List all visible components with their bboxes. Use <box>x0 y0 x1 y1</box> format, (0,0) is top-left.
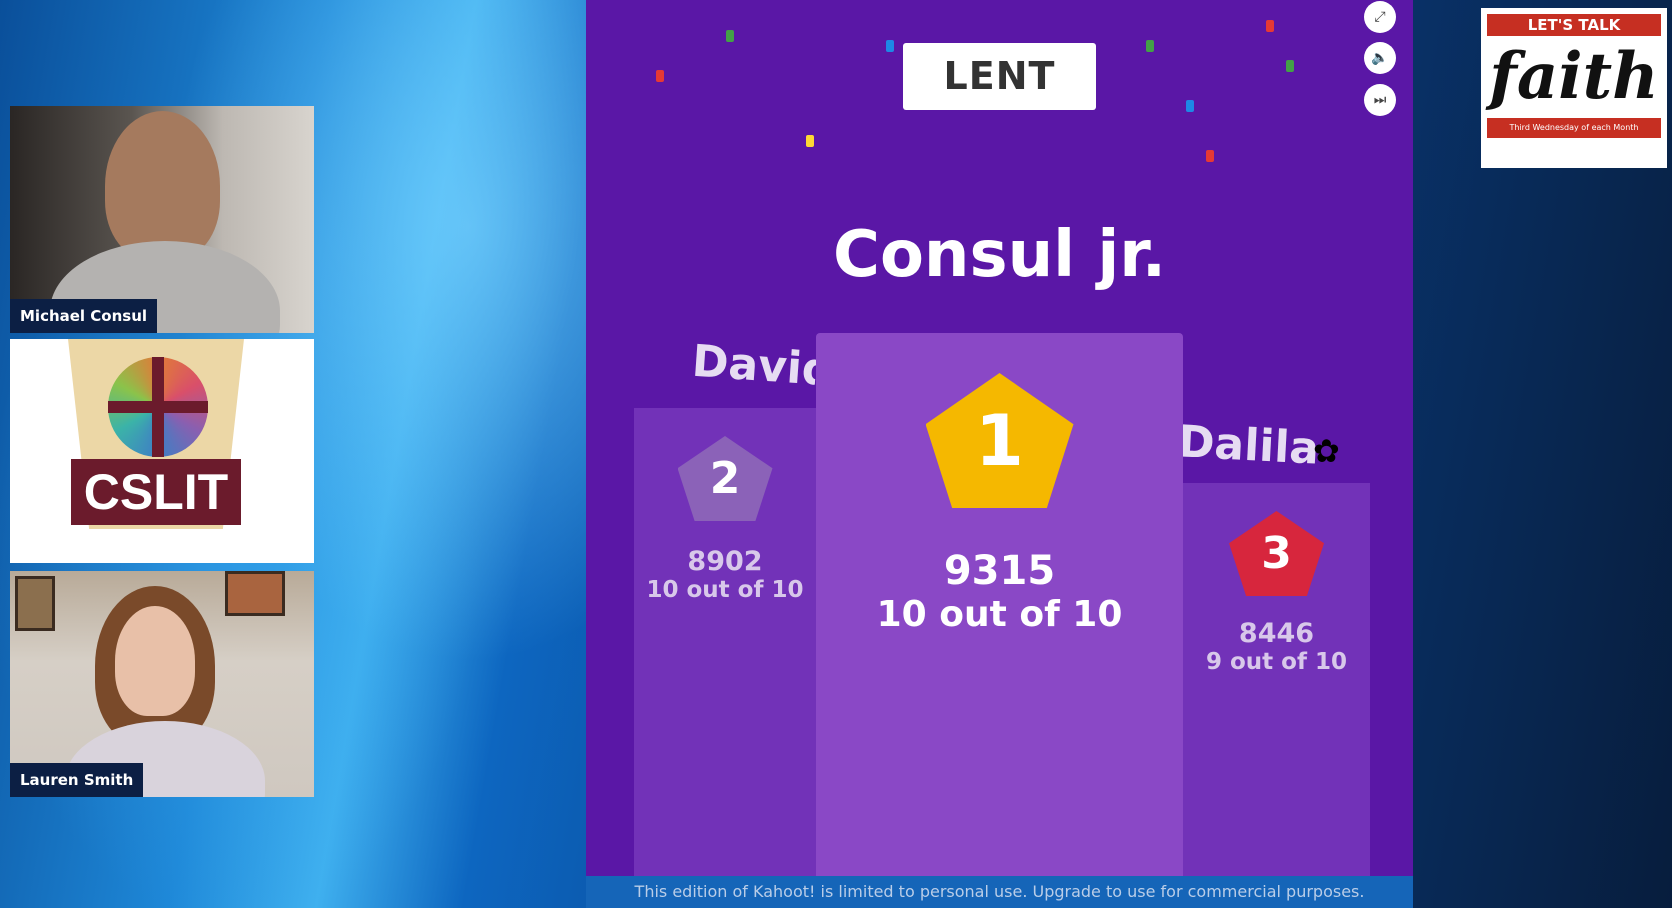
winner-score: 9315 <box>943 548 1056 594</box>
second-correct: 10 out of 10 <box>646 577 804 603</box>
faith-logo-sub: Third Wednesday of each Month <box>1487 118 1661 138</box>
second-score: 8902 <box>687 546 763 577</box>
video-tile-lauren[interactable]: Lauren Smith <box>10 571 314 797</box>
cslit-logo-tile: CSLIT <box>10 339 314 563</box>
winner-correct: 10 out of 10 <box>876 594 1123 635</box>
participant-name: Lauren Smith <box>10 763 144 797</box>
third-place-name: Dalila <box>1176 416 1321 475</box>
faith-logo-main: faith <box>1489 39 1659 114</box>
rank-1-badge: 1 <box>925 373 1074 508</box>
winner-name: Consul jr. <box>832 218 1167 292</box>
participant-face <box>115 606 195 716</box>
faith-logo-top: LET'S TALK <box>1487 14 1661 36</box>
third-score: 8446 <box>1238 618 1315 649</box>
video-tile-michael[interactable]: Michael Consul <box>10 106 314 333</box>
rank-2-badge: 2 <box>677 436 773 521</box>
participant-face <box>105 111 220 261</box>
podium-first: 1 9315 10 out of 10 <box>816 333 1183 876</box>
lets-talk-faith-logo: LET'S TALK faith Third Wednesday of each… <box>1481 8 1667 168</box>
flower-icon: ✿ <box>1313 432 1340 470</box>
cslit-logo-text: CSLIT <box>71 459 241 525</box>
podium-second: 2 8902 10 out of 10 <box>634 408 816 876</box>
fullscreen-icon[interactable]: ⤢ <box>1364 1 1396 33</box>
volume-icon[interactable]: 🔈 <box>1364 42 1396 74</box>
cross-circle-icon <box>108 357 208 457</box>
participant-name: Michael Consul <box>10 299 158 333</box>
third-correct: 9 out of 10 <box>1205 649 1347 675</box>
podium-third: 3 8446 9 out of 10 <box>1183 483 1370 876</box>
rank-3-badge: 3 <box>1229 511 1324 596</box>
second-place-name: David <box>690 335 818 396</box>
skip-icon[interactable]: ⏭ <box>1364 84 1396 116</box>
kahoot-podium-screen: LENT ⤢ 🔈 ⏭ Consul jr. David Dalila ✿ 2 8… <box>586 0 1413 908</box>
kahoot-license-banner: This edition of Kahoot! is limited to pe… <box>586 876 1413 908</box>
quiz-title: LENT <box>903 43 1096 110</box>
